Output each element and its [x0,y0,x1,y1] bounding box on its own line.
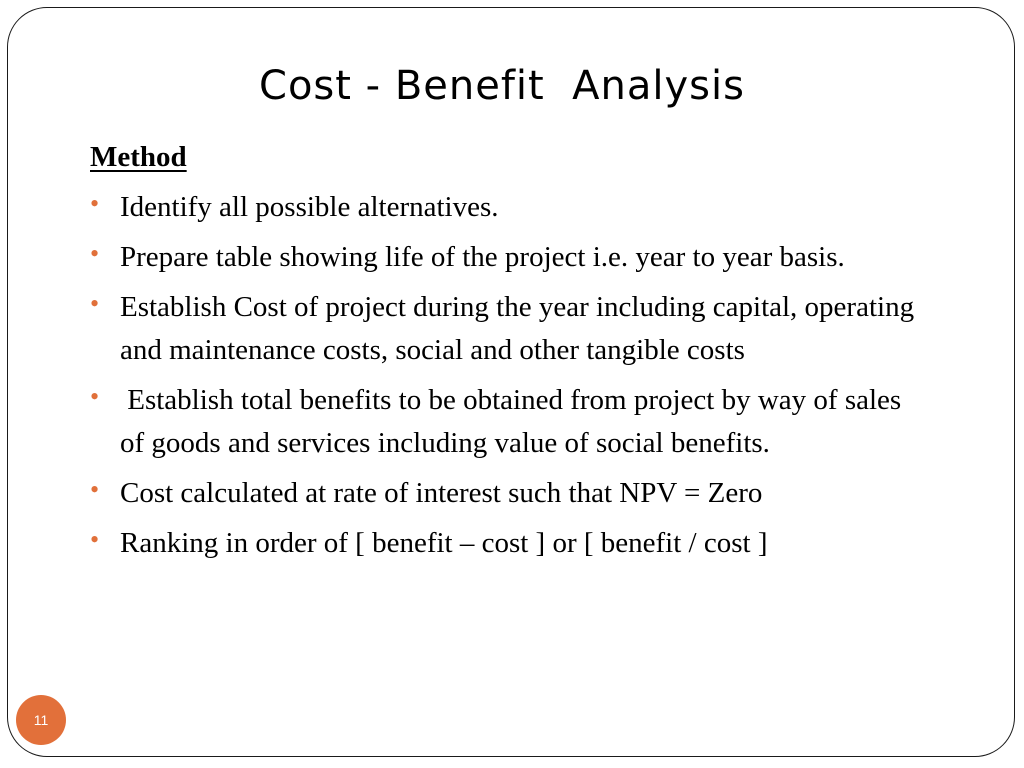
section-heading: Method [90,141,187,173]
bullet-item: • Ranking in order of [ benefit – cost ]… [90,522,920,565]
slide-title: Cost - Benefit Analysis [259,63,745,109]
page-number-badge: 11 [16,695,66,745]
bullet-icon: • [90,525,100,554]
bullet-icon: • [90,189,100,218]
bullet-text: Establish Cost of project during the yea… [120,291,922,366]
slide-frame [7,7,1015,757]
bullet-item: • Establish Cost of project during the y… [90,286,920,372]
bullet-item: • Establish total benefits to be obtaine… [90,379,920,465]
bullet-icon: • [90,289,100,318]
bullet-item: • Prepare table showing life of the proj… [90,236,920,279]
bullet-text: Cost calculated at rate of interest such… [120,477,763,509]
bullet-item: • Cost calculated at rate of interest su… [90,472,920,515]
bullet-text: Identify all possible alternatives. [120,191,499,223]
bullet-text: Establish total benefits to be obtained … [120,384,909,459]
bullet-icon: • [90,475,100,504]
bullet-list: • Identify all possible alternatives. • … [90,186,920,565]
slide-content: Method • Identify all possible alternati… [90,138,920,572]
bullet-icon: • [90,382,100,411]
bullet-icon: • [90,239,100,268]
bullet-text: Ranking in order of [ benefit – cost ] o… [120,527,768,559]
bullet-item: • Identify all possible alternatives. [90,186,920,229]
bullet-text: Prepare table showing life of the projec… [120,241,845,273]
